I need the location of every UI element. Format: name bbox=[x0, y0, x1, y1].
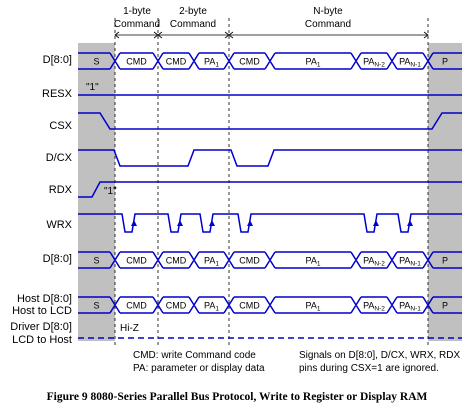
header-2byte-line1: 2-byte bbox=[179, 6, 207, 17]
bus-cell-cmd2: CMD bbox=[166, 301, 187, 311]
bus-cell-pan2: PAN-2 bbox=[363, 57, 385, 69]
wrx-rising-edge-arrow bbox=[407, 220, 413, 226]
bus-cell-p: P bbox=[442, 301, 448, 311]
bus-cell-pa1: PA1 bbox=[204, 256, 219, 268]
figure-caption: Figure 9 8080-Series Parallel Bus Protoc… bbox=[47, 391, 428, 403]
bus-cell-p: P bbox=[442, 256, 448, 266]
note-cmd: CMD: write Command code bbox=[133, 350, 256, 361]
signal-label-d80: D[8:0] bbox=[43, 54, 72, 66]
bus-cell-pan1: PAN-1 bbox=[399, 301, 421, 313]
wrx-rising-edge-arrow bbox=[373, 220, 379, 226]
signal-label-rdx: RDX bbox=[49, 184, 73, 196]
note-csx-ignored: pins during CSX=1 are ignored. bbox=[299, 363, 439, 374]
bus-cell-cmd2: CMD bbox=[166, 57, 187, 67]
signal-label-dcx: D/CX bbox=[46, 152, 73, 164]
hiz-label: Hi-Z bbox=[120, 323, 139, 334]
bus-cell-pan1: PAN-1 bbox=[399, 256, 421, 268]
wrx-rising-edge-arrow bbox=[209, 220, 215, 226]
header-nbyte-line1: N-byte bbox=[313, 6, 343, 17]
bus-cell-s: S bbox=[93, 256, 99, 266]
bus-cell-pa1b: PA1 bbox=[306, 57, 321, 69]
signal-label-d80-b: D[8:0] bbox=[43, 253, 72, 265]
header-brackets bbox=[115, 32, 428, 38]
bus-cell-cmd: CMD bbox=[126, 57, 147, 67]
bus-cell-cmd2: CMD bbox=[166, 256, 187, 266]
note-pa: PA: parameter or display data bbox=[133, 363, 265, 374]
bus-waveform-host: S CMD CMD PA1 CMD PA1 PAN-2 PAN-1 P bbox=[78, 297, 462, 313]
signal-label-csx: CSX bbox=[49, 120, 72, 132]
signal-label-host-line2: Host to LCD bbox=[12, 305, 72, 317]
bus-cell-pa1: PA1 bbox=[204, 57, 219, 69]
bus-cell-s: S bbox=[93, 301, 99, 311]
wrx-rising-edge-arrow bbox=[177, 220, 183, 226]
wrx-rising-edge-arrow bbox=[131, 220, 137, 226]
bus-cell-pa1b: PA1 bbox=[306, 301, 321, 313]
header-1byte-line1: 1-byte bbox=[123, 6, 151, 17]
wrx-rising-edge-arrow bbox=[247, 220, 253, 226]
note-signals: Signals on D[8:0], D/CX, WRX, RDX bbox=[299, 350, 460, 361]
waveform-dcx bbox=[78, 150, 462, 166]
waveform-wrx bbox=[78, 214, 462, 232]
signal-label-wrx: WRX bbox=[46, 219, 72, 231]
bus-cell-cmd3: CMD bbox=[239, 301, 260, 311]
bus-waveform-d80-b: S CMD CMD PA1 CMD PA1 PAN-2 PAN-1 P bbox=[78, 252, 462, 268]
bus-cell-cmd: CMD bbox=[126, 256, 147, 266]
bus-cell-pan1: PAN-1 bbox=[399, 57, 421, 69]
bus-cell-pan2: PAN-2 bbox=[363, 256, 385, 268]
bus-cell-s: S bbox=[93, 57, 99, 67]
bus-cell-cmd: CMD bbox=[126, 301, 147, 311]
signal-label-host-line1: Host D[8:0] bbox=[17, 293, 72, 305]
bus-cell-pan2: PAN-2 bbox=[363, 301, 385, 313]
waveform-rdx bbox=[78, 182, 462, 197]
rdx-note: "1" bbox=[104, 186, 117, 197]
bus-cell-pa1b: PA1 bbox=[306, 256, 321, 268]
wrx-edge-arrows bbox=[131, 220, 413, 226]
bus-waveform-d80: S CMD CMD PA1 CMD PA1 PAN-2 PAN-1 P bbox=[78, 53, 462, 69]
header-2byte-line2: Command bbox=[170, 19, 216, 30]
header-1byte-line2: Command bbox=[114, 19, 160, 30]
signal-label-driver-line2: LCD to Host bbox=[12, 334, 72, 346]
header-nbyte-line2: Command bbox=[305, 19, 351, 30]
waveform-csx bbox=[78, 113, 462, 129]
bus-cell-cmd3: CMD bbox=[239, 57, 260, 67]
signal-label-driver-line1: Driver D[8:0] bbox=[10, 321, 72, 333]
bus-cell-p: P bbox=[442, 57, 448, 67]
signal-label-resx: RESX bbox=[42, 88, 73, 100]
resx-note: "1" bbox=[86, 82, 99, 93]
bus-cell-pa1: PA1 bbox=[204, 301, 219, 313]
bus-cell-cmd3: CMD bbox=[239, 256, 260, 266]
